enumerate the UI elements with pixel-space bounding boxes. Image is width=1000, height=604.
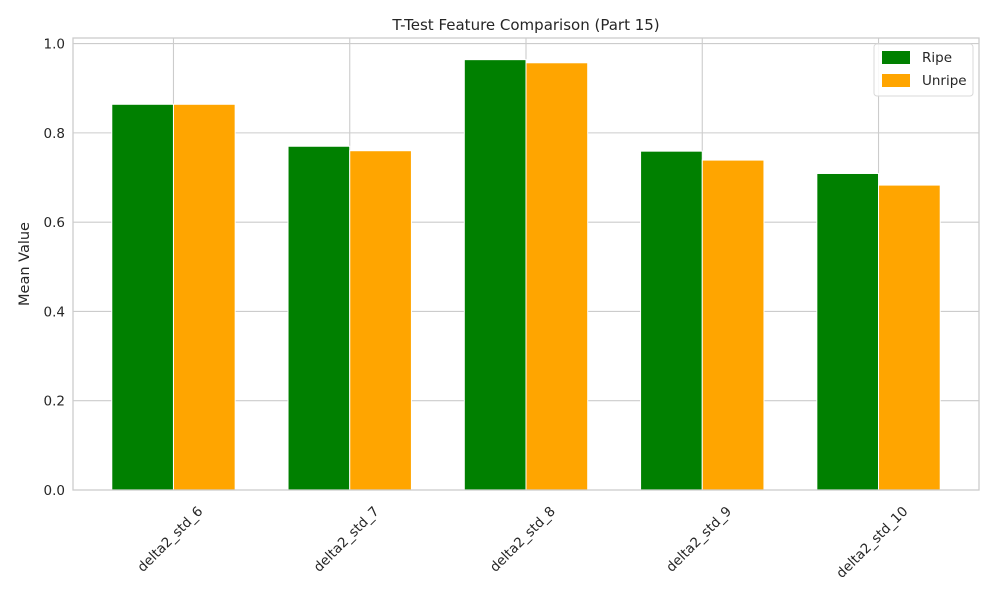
y-tick-label: 1.0 bbox=[44, 37, 65, 53]
bar-ripe bbox=[287, 145, 351, 491]
bar-ripe bbox=[816, 172, 880, 491]
y-tick-label: 0.4 bbox=[44, 304, 65, 320]
bar-ripe bbox=[111, 103, 174, 491]
bar-layer bbox=[111, 59, 941, 491]
x-tick-label: delta2_std_6 bbox=[134, 504, 206, 576]
bar-ripe bbox=[463, 59, 527, 491]
legend-label-unripe: Unripe bbox=[922, 73, 967, 89]
y-tick-labels: 0.0 0.2 0.4 0.6 0.8 1.0 bbox=[44, 37, 65, 499]
plot-frame bbox=[72, 37, 980, 491]
bar-unripe bbox=[701, 159, 765, 491]
bar-unripe bbox=[525, 62, 589, 491]
x-tick-label: delta2_std_10 bbox=[833, 504, 911, 582]
bar-unripe bbox=[349, 150, 412, 491]
bar-unripe bbox=[172, 103, 236, 491]
x-tick-label: delta2_std_7 bbox=[311, 504, 383, 576]
y-tick-label: 0.8 bbox=[44, 126, 65, 142]
y-axis-label: Mean Value bbox=[17, 222, 33, 306]
bar-unripe bbox=[878, 184, 941, 491]
x-tick-labels: delta2_std_6 delta2_std_7 delta2_std_8 delt… bbox=[134, 504, 911, 582]
legend: Ripe Unripe bbox=[873, 43, 974, 97]
x-tick-label: delta2_std_9 bbox=[663, 504, 735, 576]
y-tick-label: 0.0 bbox=[44, 483, 65, 499]
x-tick-label: delta2_std_8 bbox=[487, 504, 559, 576]
legend-swatch-ripe bbox=[882, 51, 910, 64]
chart-title: T-Test Feature Comparison (Part 15) bbox=[391, 16, 659, 34]
y-tick-label: 0.2 bbox=[44, 394, 65, 410]
bar-ripe bbox=[640, 150, 703, 491]
legend-swatch-unripe bbox=[882, 74, 910, 87]
legend-label-ripe: Ripe bbox=[922, 50, 952, 66]
y-tick-label: 0.6 bbox=[44, 215, 65, 231]
